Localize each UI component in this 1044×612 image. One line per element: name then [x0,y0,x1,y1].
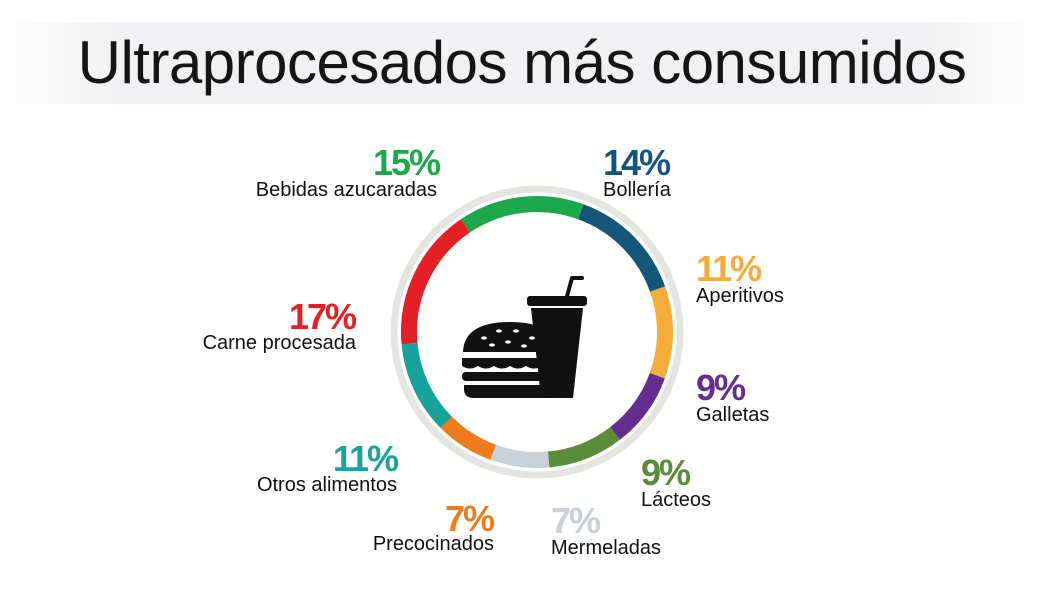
value-label-aperitivos: 11% [696,248,762,289]
fast-food-icon [462,276,587,398]
slice-galletas [610,372,665,440]
category-label-galletas: Galletas [696,404,769,426]
value-label-bebidas-azucaradas: 15% [373,142,441,183]
category-label-bebidas-azucaradas: Bebidas azucaradas [256,179,437,201]
category-label-bolleria: Bollería [603,179,672,201]
slice-aperitivos [649,286,673,379]
slice-mermeladas [490,444,550,468]
slice-bebidas-azucaradas [460,196,584,233]
category-label-mermeladas: Mermeladas [551,537,661,559]
category-label-carne-procesada: Carne procesada [203,332,357,354]
slice-lacteos [547,426,620,468]
category-label-lacteos: Lácteos [641,489,711,511]
title-band [0,22,1044,104]
value-label-otros-alimentos: 11% [333,438,399,479]
value-label-precocinados: 7% [445,498,495,539]
value-label-mermeladas: 7% [551,500,601,541]
outer-ring [390,185,684,479]
slice-precocinados [440,416,497,460]
category-label-otros-alimentos: Otros alimentos [257,474,397,496]
value-label-bolleria: 14% [603,142,671,183]
value-label-lacteos: 9% [641,452,691,493]
slice-bolleria [577,204,666,292]
slices-group [401,196,673,468]
labels-group: 15%Bebidas azucaradas14%Bollería11%Aperi… [203,142,784,559]
slice-carne-procesada [401,219,471,345]
chart-title: Ultraprocesados más consumidos [77,29,967,96]
category-label-precocinados: Precocinados [373,533,494,555]
slice-otros-alimentos [401,342,452,428]
category-label-aperitivos: Aperitivos [696,285,784,307]
value-label-carne-procesada: 17% [289,296,357,337]
value-label-galletas: 9% [696,367,746,408]
